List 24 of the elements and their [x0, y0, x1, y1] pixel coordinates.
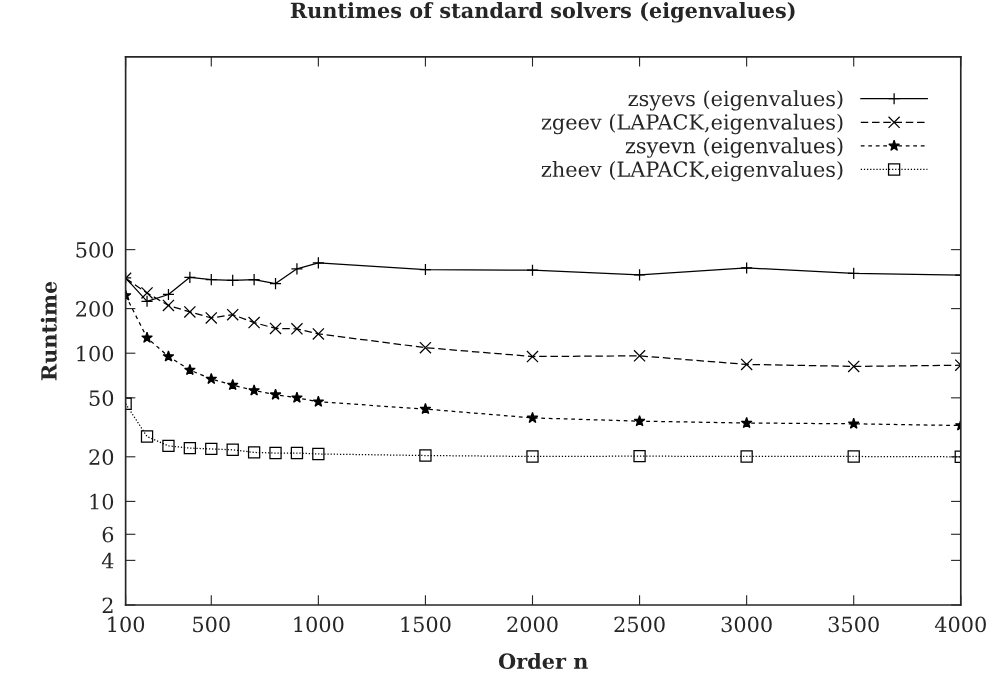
- y-tick-label: 50: [89, 390, 114, 407]
- chart-title: Runtimes of standard solvers (eigenvalues): [290, 2, 795, 23]
- y-tick-label: 20: [89, 449, 114, 466]
- legend-label: zsyevs (eigenvalues): [628, 90, 843, 111]
- y-tick-label: 6: [102, 526, 114, 543]
- legend-label: zgeev (LAPACK,eigenvalues): [541, 113, 843, 135]
- x-tick-label: 500: [193, 616, 230, 633]
- x-tick-label: 2500: [614, 616, 665, 633]
- x-tick-label: 4000: [934, 616, 986, 633]
- legend-label: zsyevn (eigenvalues): [625, 137, 843, 158]
- y-tick-label: 4: [101, 552, 114, 569]
- x-tick-label: 2000: [507, 616, 558, 633]
- y-tick-label: 10: [90, 493, 114, 510]
- y-axis-title: Runtime: [40, 281, 57, 381]
- x-axis-title: Order n: [498, 652, 588, 670]
- x-tick-label: 1000: [294, 616, 344, 633]
- y-tick-label: 200: [76, 301, 114, 317]
- y-tick-label: 500: [76, 242, 114, 258]
- y-tick-label: 100: [77, 345, 114, 362]
- y-tick-label: 2: [102, 597, 113, 613]
- x-tick-label: 3000: [721, 616, 772, 633]
- legend-label: zheev (LAPACK,eigenvalues): [541, 160, 843, 182]
- x-tick-label: 3500: [828, 616, 879, 633]
- x-tick-label: 1500: [401, 616, 451, 633]
